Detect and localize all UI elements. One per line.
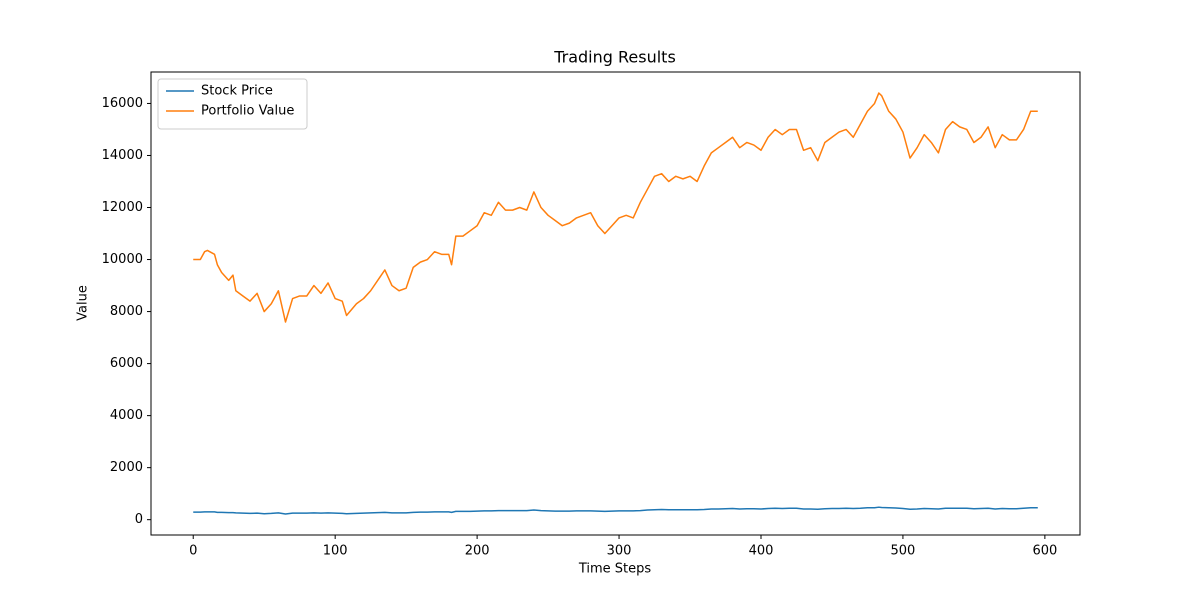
y-tick-label: 12000 [102,200,143,215]
x-tick-label: 0 [189,544,197,559]
legend-label: Stock Price [201,84,273,99]
y-tick-label: 2000 [110,460,143,475]
y-tick-label: 0 [135,512,143,527]
chart-title: Trading Results [553,48,676,67]
y-tick-label: 4000 [110,408,143,423]
series-line [193,506,1038,515]
x-axis-label: Time Steps [578,562,652,577]
series-line [193,92,1038,323]
x-tick-label: 200 [465,544,490,559]
y-tick-label: 16000 [102,96,143,111]
y-axis-label: Value [76,285,91,321]
y-tick-label: 14000 [102,148,143,163]
x-tick-label: 500 [891,544,916,559]
plot-frame [150,71,1081,536]
x-tick-label: 400 [749,544,774,559]
y-tick-label: 6000 [110,356,143,371]
x-tick-label: 600 [1032,544,1057,559]
y-tick-label: 8000 [110,304,143,319]
legend-label: Portfolio Value [201,104,294,119]
x-tick-label: 100 [323,544,348,559]
legend-box [157,78,308,130]
x-tick-label: 300 [607,544,632,559]
y-tick-label: 10000 [102,252,143,267]
